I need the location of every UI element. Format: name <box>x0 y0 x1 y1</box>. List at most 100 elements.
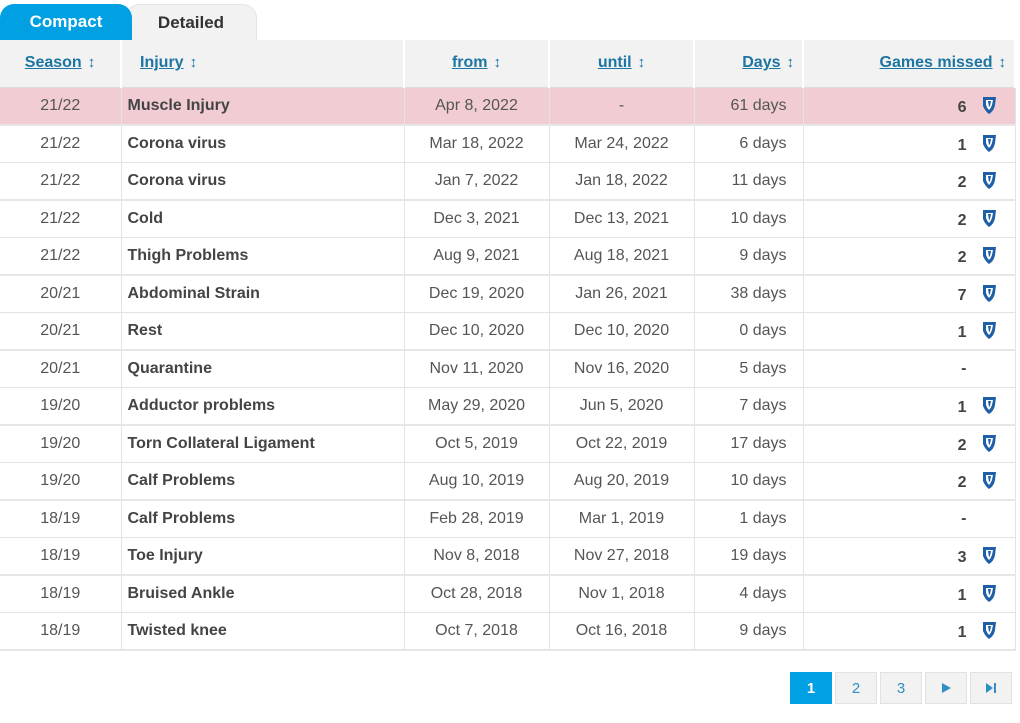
table-row: 20/21 Quarantine Nov 11, 2020 Nov 16, 2020 5… <box>0 349 1016 388</box>
cell-games-missed: 6 <box>803 87 1016 126</box>
header-days-label: Days <box>742 54 781 72</box>
cell-injury: Abdominal Strain <box>121 274 405 313</box>
cell-games-missed: 1 <box>803 574 1016 613</box>
header-from-label: from <box>451 54 488 72</box>
header-until[interactable]: until ↕ <box>549 40 695 88</box>
club-crest-icon[interactable] <box>979 170 999 190</box>
cell-injury: Torn Collateral Ligament <box>121 424 405 463</box>
table-row: 20/21 Rest Dec 10, 2020 Dec 10, 2020 0 days 1 <box>0 312 1016 351</box>
tab-compact[interactable]: Compact <box>0 4 132 40</box>
cell-season: 21/22 <box>0 162 122 201</box>
cell-days: 10 days <box>694 462 804 501</box>
club-crest-icon[interactable] <box>979 208 999 228</box>
cell-injury: Toe Injury <box>121 537 405 576</box>
cell-days: 38 days <box>694 274 804 313</box>
cell-games-missed: 1 <box>803 387 1016 426</box>
club-crest-icon[interactable] <box>979 583 999 603</box>
cell-injury: Calf Problems <box>121 462 405 501</box>
cell-injury: Adductor problems <box>121 387 405 426</box>
club-crest-icon[interactable] <box>979 320 999 340</box>
cell-from: Oct 7, 2018 <box>404 612 550 651</box>
cell-until: - <box>549 87 695 126</box>
play-next-icon <box>942 683 951 693</box>
injury-history-table: Season ↕ Injury ↕ from ↕ until ↕ Days ↕ Games… <box>0 40 1016 651</box>
cell-until: Dec 10, 2020 <box>549 312 695 351</box>
tab-detailed[interactable]: Detailed <box>125 4 257 40</box>
cell-games-missed: - <box>803 499 1016 538</box>
header-injury-label: Injury <box>140 54 184 72</box>
tab-detailed-label: Detailed <box>157 13 225 32</box>
cell-season: 20/21 <box>0 349 122 388</box>
cell-from: Aug 9, 2021 <box>404 237 550 276</box>
games-missed-count: 2 <box>957 248 967 266</box>
header-games-label: Games missed <box>879 54 993 72</box>
cell-injury: Bruised Ankle <box>121 574 405 613</box>
club-crest-icon[interactable] <box>979 133 999 153</box>
cell-from: Aug 10, 2019 <box>404 462 550 501</box>
sort-icon: ↕ <box>786 54 795 72</box>
cell-days: 5 days <box>694 349 804 388</box>
last-page-button[interactable] <box>970 672 1012 704</box>
club-crest-icon[interactable] <box>979 283 999 303</box>
cell-from: Dec 10, 2020 <box>404 312 550 351</box>
cell-season: 19/20 <box>0 462 122 501</box>
header-days[interactable]: Days ↕ <box>694 40 804 88</box>
cell-days: 9 days <box>694 237 804 276</box>
club-crest-icon[interactable] <box>979 95 999 115</box>
cell-until: Mar 24, 2022 <box>549 124 695 163</box>
header-season[interactable]: Season ↕ <box>0 40 122 88</box>
next-page-button[interactable] <box>925 672 967 704</box>
cell-games-missed: 2 <box>803 237 1016 276</box>
page-2-button[interactable]: 2 <box>835 672 877 704</box>
club-crest-icon[interactable] <box>979 395 999 415</box>
cell-injury: Twisted knee <box>121 612 405 651</box>
cell-games-missed: 7 <box>803 274 1016 313</box>
header-injury[interactable]: Injury ↕ <box>121 40 405 88</box>
skip-last-icon <box>986 683 996 693</box>
cell-season: 21/22 <box>0 87 122 126</box>
cell-days: 61 days <box>694 87 804 126</box>
table-row: 21/22 Corona virus Jan 7, 2022 Jan 18, 2022… <box>0 162 1016 201</box>
cell-from: Feb 28, 2019 <box>404 499 550 538</box>
club-crest-icon[interactable] <box>979 620 999 640</box>
sort-icon: ↕ <box>493 54 502 72</box>
header-games-missed[interactable]: Games missed ↕ <box>803 40 1016 88</box>
club-crest-icon[interactable] <box>979 470 999 490</box>
games-missed-count: 2 <box>957 173 967 191</box>
cell-days: 1 days <box>694 499 804 538</box>
cell-until: Oct 16, 2018 <box>549 612 695 651</box>
games-missed-count: 2 <box>957 211 967 229</box>
cell-from: Oct 5, 2019 <box>404 424 550 463</box>
table-row: 19/20 Adductor problems May 29, 2020 Jun 5,… <box>0 387 1016 426</box>
header-from[interactable]: from ↕ <box>404 40 550 88</box>
cell-games-missed: 3 <box>803 537 1016 576</box>
cell-season: 18/19 <box>0 537 122 576</box>
sort-icon: ↕ <box>87 54 96 72</box>
sort-icon: ↕ <box>189 54 198 72</box>
games-missed-count: - <box>961 359 967 377</box>
header-season-label: Season <box>24 54 82 72</box>
cell-games-missed: 2 <box>803 162 1016 201</box>
games-missed-count: 6 <box>957 98 967 116</box>
cell-from: Dec 3, 2021 <box>404 199 550 238</box>
cell-season: 20/21 <box>0 312 122 351</box>
cell-games-missed: 1 <box>803 124 1016 163</box>
cell-days: 11 days <box>694 162 804 201</box>
cell-games-missed: 1 <box>803 612 1016 651</box>
table-row: 21/22 Thigh Problems Aug 9, 2021 Aug 18, 20… <box>0 237 1016 276</box>
club-crest-icon[interactable] <box>979 245 999 265</box>
cell-season: 18/19 <box>0 499 122 538</box>
games-missed-count: 2 <box>957 473 967 491</box>
table-row: 19/20 Torn Collateral Ligament Oct 5, 2019… <box>0 424 1016 463</box>
page-1-button[interactable]: 1 <box>790 672 832 704</box>
cell-until: Nov 16, 2020 <box>549 349 695 388</box>
page-3-button[interactable]: 3 <box>880 672 922 704</box>
cell-injury: Calf Problems <box>121 499 405 538</box>
cell-days: 4 days <box>694 574 804 613</box>
cell-season: 20/21 <box>0 274 122 313</box>
cell-from: Mar 18, 2022 <box>404 124 550 163</box>
club-crest-icon[interactable] <box>979 545 999 565</box>
table-row: 20/21 Abdominal Strain Dec 19, 2020 Jan 26,… <box>0 274 1016 313</box>
club-crest-icon[interactable] <box>979 433 999 453</box>
table-row: 21/22 Muscle Injury Apr 8, 2022-61 days 6 <box>0 87 1016 126</box>
